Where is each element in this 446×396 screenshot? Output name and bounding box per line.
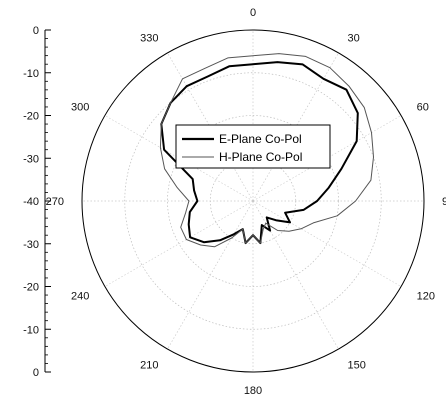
radial-tick-label: -30 bbox=[23, 239, 39, 251]
radial-tick-label: -20 bbox=[23, 282, 39, 294]
radial-tick-label: -20 bbox=[23, 111, 39, 123]
angle-tick-label: 150 bbox=[348, 360, 366, 372]
angle-tick-label: 300 bbox=[71, 102, 89, 114]
angle-tick-label: 240 bbox=[71, 291, 89, 303]
angle-tick-label: 60 bbox=[417, 102, 429, 114]
angle-tick-label: 210 bbox=[140, 360, 158, 372]
grid-ring bbox=[124, 72, 382, 330]
angle-tick-label: 270 bbox=[46, 196, 64, 208]
radial-tick-label: -40 bbox=[23, 196, 39, 208]
angle-tick-label: 330 bbox=[140, 32, 158, 44]
angle-tick-label: 180 bbox=[244, 385, 262, 396]
radial-tick-label: 0 bbox=[33, 25, 39, 37]
grid-spoke bbox=[252, 200, 339, 350]
series-h-plane-line bbox=[159, 53, 374, 248]
grid-spoke bbox=[104, 200, 254, 287]
radial-tick-label: -10 bbox=[23, 324, 39, 336]
radial-tick-label: 0 bbox=[33, 367, 39, 379]
legend-label-e-plane: E-Plane Co-Pol bbox=[219, 132, 302, 146]
outer-ring bbox=[81, 29, 425, 373]
angle-tick-label: 90 bbox=[442, 196, 446, 208]
angle-tick-label: 0 bbox=[250, 7, 256, 19]
legend: E-Plane Co-Pol H-Plane Co-Pol bbox=[175, 124, 331, 169]
radial-tick-label: -10 bbox=[23, 68, 39, 80]
angle-tick-label: 30 bbox=[348, 32, 360, 44]
series-layer bbox=[159, 53, 374, 248]
legend-label-h-plane: H-Plane Co-Pol bbox=[219, 150, 302, 164]
angle-tick-label: 120 bbox=[417, 291, 435, 303]
grid-spoke bbox=[167, 200, 254, 350]
radial-axis: 0 -10 -20 -30 -40 -30 -20 -10 0 bbox=[23, 25, 51, 379]
legend-box bbox=[175, 124, 331, 169]
angle-labels: 0 30 60 90 120 150 180 210 240 270 300 330 bbox=[46, 7, 446, 396]
grid-spoke bbox=[252, 200, 402, 287]
polar-grid bbox=[81, 29, 425, 373]
radial-tick-label: -30 bbox=[23, 153, 39, 165]
